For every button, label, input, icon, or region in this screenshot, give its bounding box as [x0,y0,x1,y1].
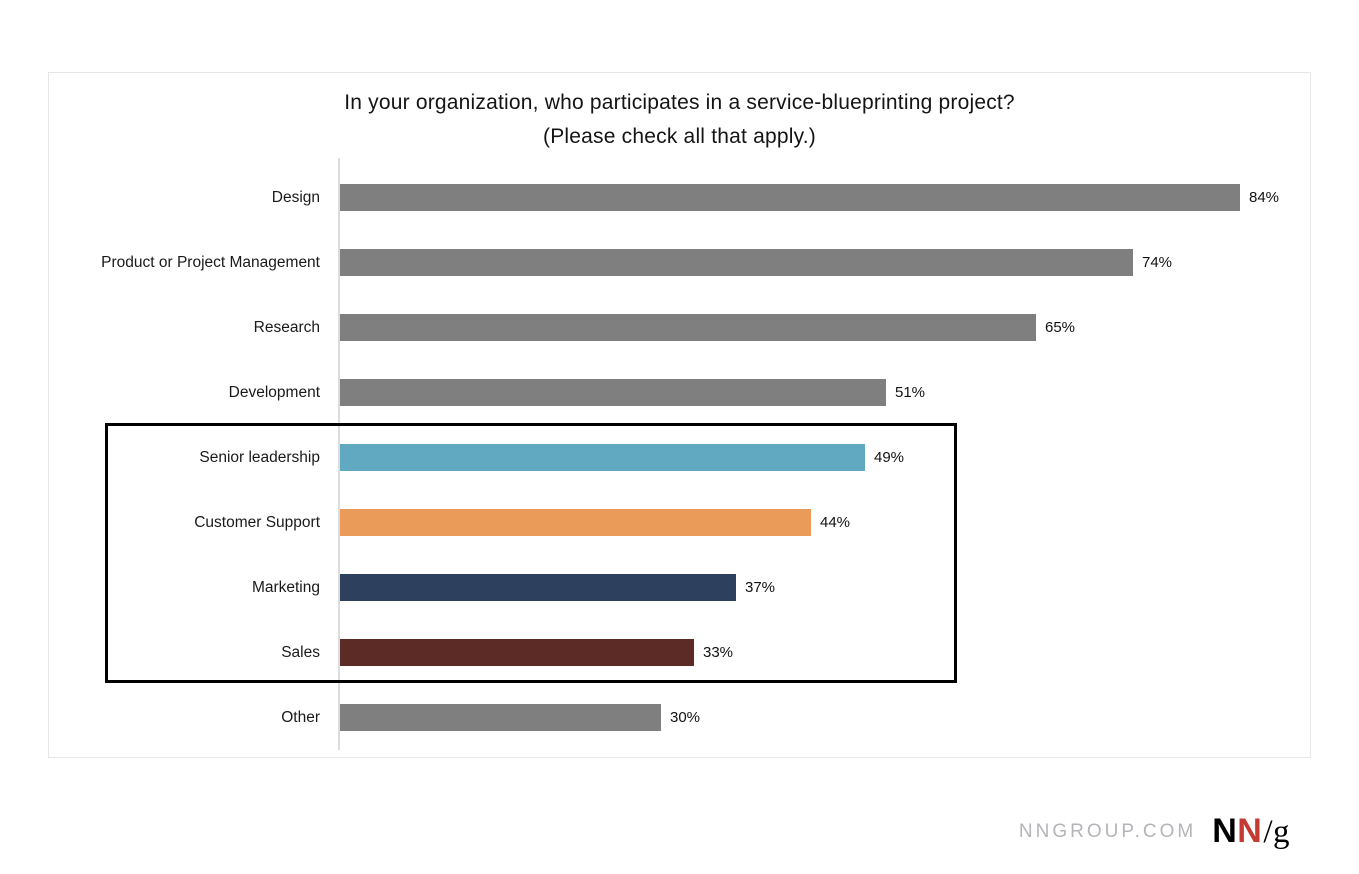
category-label: Other [281,708,320,726]
nng-logo: N N/g [1212,812,1290,851]
bar [340,443,865,471]
bar [340,638,694,666]
bar [340,248,1133,276]
bar [340,508,811,536]
category-label: Design [271,188,320,206]
category-label: Development [228,383,320,401]
category-label: Customer Support [194,513,320,531]
category-label: Senior leadership [199,448,320,466]
footer-website-text: NNGROUP.COM [1018,820,1197,842]
chart-frame: In your organization, who participates i… [48,72,1311,758]
value-label: 44% [820,513,851,531]
value-label: 30% [670,708,701,726]
bar [340,183,1240,211]
chart-title-line2: (Please check all that apply.) [543,125,816,148]
chart-title-line1: In your organization, who participates i… [344,91,1015,114]
category-label: Marketing [251,578,320,596]
value-label: 51% [895,383,926,401]
nng-logo-slash-g: /g [1263,814,1290,850]
footer: NNGROUP.COM N N/g [1019,812,1290,851]
chart-title: In your organization, who participates i… [49,86,1310,154]
value-label: 33% [703,643,734,661]
category-label: Research [253,318,320,336]
plot-area: Design 84% Product or Project Management 74… [49,73,1310,757]
nng-logo-n-black: N [1212,812,1238,850]
category-label: Product or Project Management [101,253,320,271]
category-axis-line [338,158,340,750]
bar [340,378,886,406]
value-label: 37% [745,578,776,596]
bar [340,573,736,601]
value-label: 49% [874,448,905,466]
bar [340,313,1036,341]
nng-logo-n-red: N [1237,812,1263,850]
value-label: 65% [1045,318,1076,336]
value-label: 84% [1249,188,1280,206]
category-label: Sales [281,643,320,661]
value-label: 74% [1142,253,1173,271]
bar [340,703,661,731]
